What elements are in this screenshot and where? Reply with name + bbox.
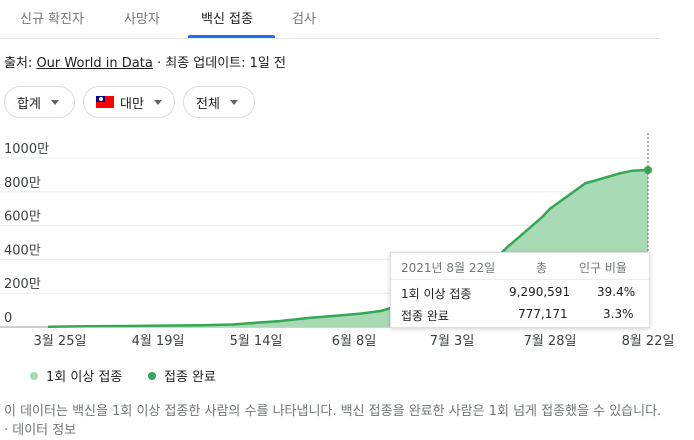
tooltip-row-total: 777,171 <box>518 307 568 321</box>
country-label: 대만 <box>120 93 144 112</box>
tooltip-row-pct: 3.3% <box>603 307 634 321</box>
tab-vaccinations[interactable]: 백신 접종 <box>201 8 253 27</box>
taiwan-flag-icon <box>96 96 114 108</box>
x-tick-label: 6월 8일 <box>332 334 377 349</box>
tab-tests[interactable]: 검사 <box>292 8 316 27</box>
update-time: · 최종 업데이트: 1일 전 <box>157 56 286 71</box>
legend-dot-icon <box>30 372 38 380</box>
tab-bar: 신규 확진자 사망자 백신 접종 검사 <box>0 0 660 39</box>
country-dropdown[interactable]: 대만 <box>83 86 175 118</box>
legend-full[interactable]: 접종 완료 <box>148 366 216 385</box>
source-line: 출처: Our World in Data · 최종 업데이트: 1일 전 <box>4 52 286 71</box>
x-tick-label: 3월 25일 <box>34 334 87 349</box>
scope-label: 전체 <box>196 93 220 112</box>
chevron-down-icon <box>230 100 238 105</box>
x-tick-label: 7월 3일 <box>430 334 475 349</box>
x-tick-label: 7월 28일 <box>524 334 577 349</box>
y-tick-label: 200만 <box>4 277 41 292</box>
tab-new-cases[interactable]: 신규 확진자 <box>20 8 84 27</box>
tooltip-row-label: 접종 완료 <box>401 307 449 324</box>
y-tick-label: 0 <box>4 311 12 326</box>
tooltip-row-label: 1회 이상 접종 <box>401 285 471 302</box>
y-tick-label: 800만 <box>4 176 41 191</box>
aggregate-dropdown[interactable]: 합계 <box>4 86 75 118</box>
chart-description: 이 데이터는 백신을 1회 이상 접종한 사람의 수를 나타냅니다. 백신 접종… <box>4 402 664 440</box>
active-tab-indicator <box>188 35 275 38</box>
x-tick-label: 4월 19일 <box>132 334 185 349</box>
tooltip-date: 2021년 8월 22일 <box>401 259 495 276</box>
tooltip-col-pct: 인구 비율 <box>579 259 627 276</box>
chart-tooltip: 2021년 8월 22일 총 인구 비율 1회 이상 접종 9,290,591 … <box>390 252 650 328</box>
y-tick-label: 1000만 <box>4 142 49 157</box>
legend-dose1[interactable]: 1회 이상 접종 <box>30 366 122 385</box>
scope-dropdown[interactable]: 전체 <box>183 86 255 118</box>
tooltip-col-total: 총 <box>536 259 547 276</box>
legend-dot-icon <box>148 372 156 380</box>
legend-dose1-label: 1회 이상 접종 <box>46 366 122 385</box>
tab-deaths[interactable]: 사망자 <box>124 8 160 27</box>
chevron-down-icon <box>154 100 162 105</box>
tooltip-row-total: 9,290,591 <box>509 285 570 299</box>
tooltip-row-pct: 39.4% <box>597 285 635 299</box>
aggregate-label: 합계 <box>17 93 41 112</box>
x-tick-label: 8월 22일 <box>622 334 675 349</box>
chevron-down-icon <box>51 100 59 105</box>
legend-full-label: 접종 완료 <box>164 366 216 385</box>
source-link[interactable]: Our World in Data <box>36 56 152 71</box>
source-label: 출처: <box>4 56 32 71</box>
x-tick-label: 5월 14일 <box>230 334 283 349</box>
y-axis-labels: 0 200만 400만 600만 800만 1000만 <box>4 142 49 326</box>
x-axis-labels: 3월 25일 4월 19일 5월 14일 6월 8일 7월 3일 7월 28일 8월 22일 <box>34 334 675 349</box>
y-tick-label: 400만 <box>4 243 41 258</box>
y-tick-label: 600만 <box>4 210 41 225</box>
tooltip-divider <box>391 279 649 280</box>
